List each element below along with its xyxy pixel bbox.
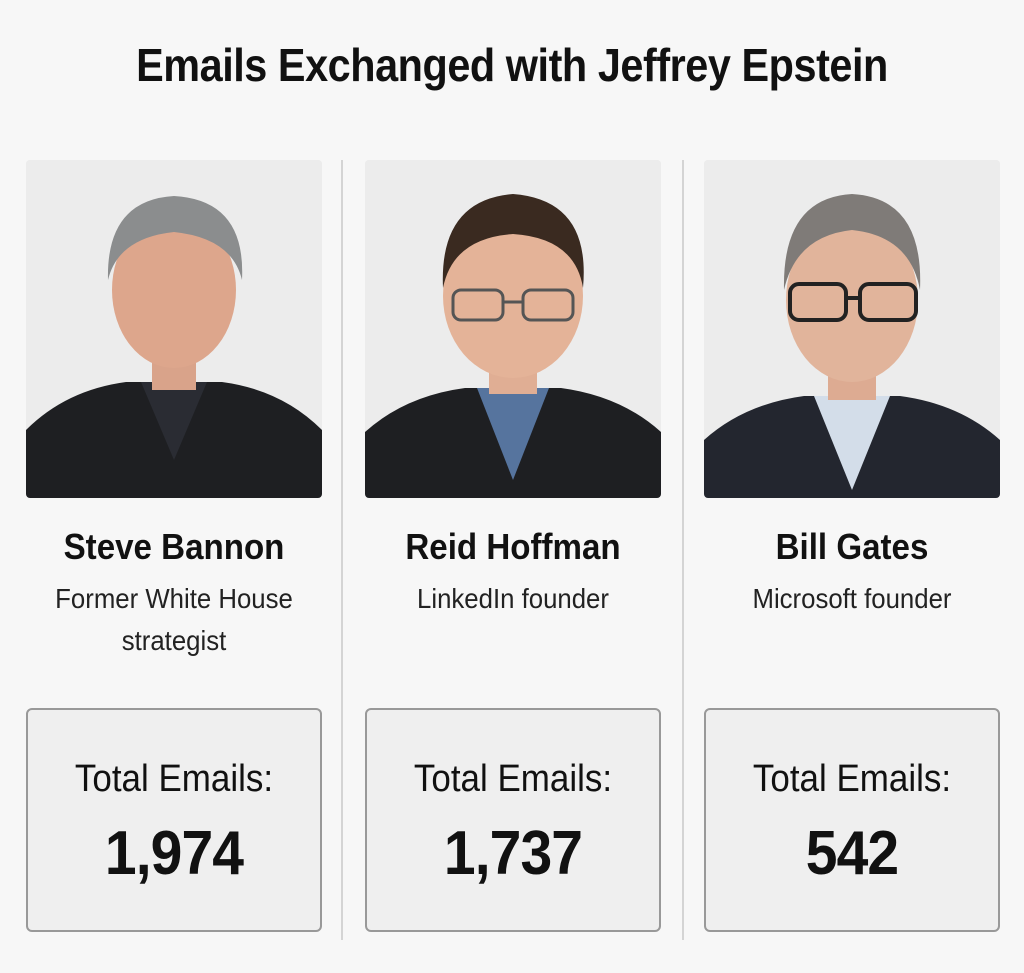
- portrait-photo: [704, 160, 1000, 498]
- person-card-gates: Bill Gates Microsoft founder Total Email…: [704, 160, 1000, 932]
- total-emails-label: Total Emails:: [74, 758, 274, 800]
- total-emails-label: Total Emails:: [752, 758, 952, 800]
- person-card-bannon: Steve Bannon Former White House strategi…: [26, 160, 322, 932]
- total-emails-value: 542: [805, 819, 899, 888]
- person-name: Bill Gates: [775, 526, 929, 567]
- person-role: Microsoft founder: [752, 583, 952, 614]
- total-emails-label: Total Emails:: [413, 758, 613, 800]
- total-emails-value: 1,737: [443, 819, 583, 888]
- total-emails-value: 1,974: [104, 819, 244, 888]
- person-card-hoffman: Reid Hoffman LinkedIn founder Total Emai…: [365, 160, 661, 932]
- person-name: Reid Hoffman: [405, 526, 621, 567]
- column-divider: [341, 160, 343, 940]
- total-emails-box: Total Emails: 1,974: [26, 708, 322, 932]
- portrait-photo: [365, 160, 661, 498]
- total-emails-box: Total Emails: 1,737: [365, 708, 661, 932]
- page-title: Emails Exchanged with Jeffrey Epstein: [136, 39, 888, 91]
- total-emails-box: Total Emails: 542: [704, 708, 1000, 932]
- person-role: Former White House strategist: [55, 583, 293, 656]
- person-role: LinkedIn founder: [417, 583, 609, 614]
- portrait-photo: [26, 160, 322, 498]
- column-divider: [682, 160, 684, 940]
- person-name: Steve Bannon: [63, 526, 285, 567]
